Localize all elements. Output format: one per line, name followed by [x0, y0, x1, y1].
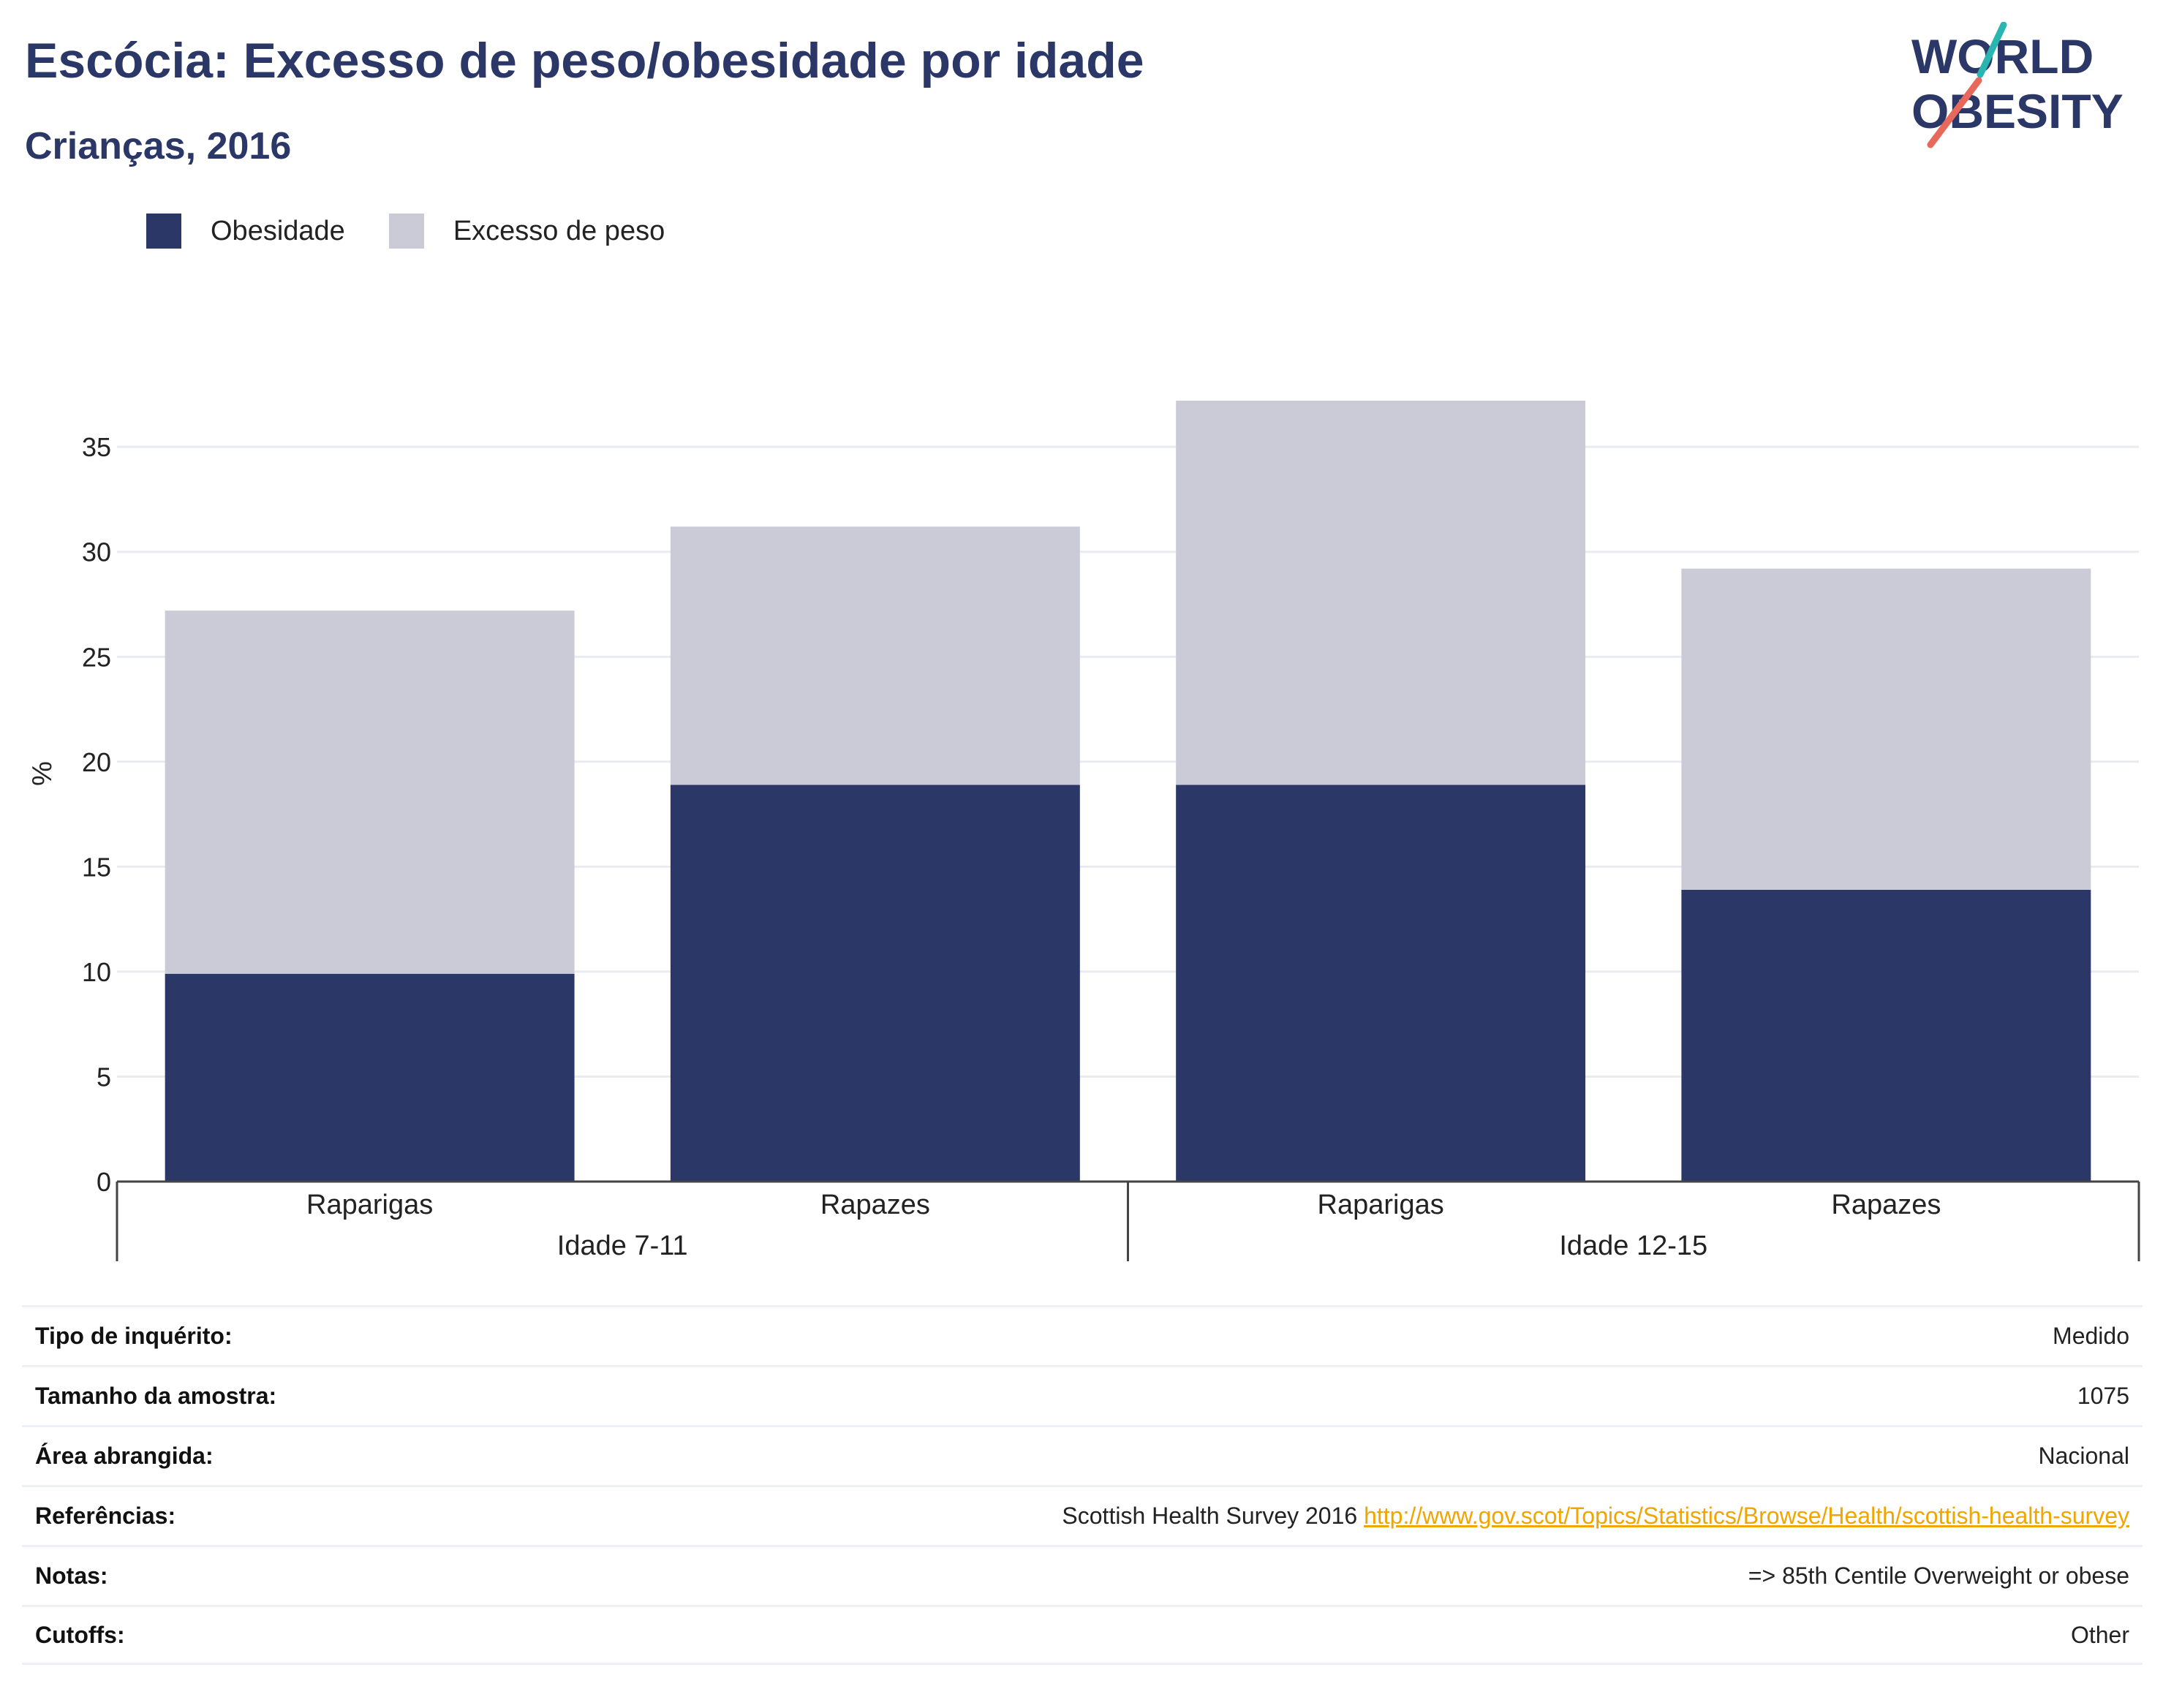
- bar-obesity: [670, 785, 1080, 1182]
- meta-row-notes: Notas: => 85th Centile Overweight or obe…: [22, 1545, 2143, 1605]
- meta-label: Referências:: [35, 1503, 176, 1529]
- x-category-label: Rapazes: [820, 1190, 930, 1220]
- y-tick-label: 15: [82, 852, 111, 882]
- legend-item-overweight: Excesso de peso: [388, 214, 665, 249]
- meta-label: Área abrangida:: [35, 1443, 214, 1469]
- bar-obesity: [1176, 785, 1586, 1182]
- y-tick-label: 5: [97, 1062, 111, 1092]
- meta-value: => 85th Centile Overweight or obese: [1748, 1562, 2129, 1589]
- meta-label: Tamanho da amostra:: [35, 1383, 277, 1409]
- y-tick-label: 0: [97, 1167, 111, 1197]
- world-obesity-logo: WORLD OBESITY: [1911, 22, 2124, 148]
- y-tick-label: 30: [82, 537, 111, 567]
- meta-label: Cutoffs:: [35, 1621, 125, 1648]
- x-category-label: Rapazes: [1831, 1190, 1941, 1220]
- legend-swatch-overweight: [388, 214, 424, 249]
- y-tick-label: 35: [82, 432, 111, 462]
- x-group-label: Idade 12-15: [1559, 1231, 1707, 1261]
- y-tick-label: 20: [82, 747, 111, 777]
- meta-label: Notas:: [35, 1562, 108, 1589]
- reference-text: Scottish Health Survey 2016: [1062, 1503, 1358, 1529]
- bar-overweight: [1681, 568, 2091, 890]
- chart-subtitle: Crianças, 2016: [25, 125, 292, 167]
- chart-title: Escócia: Excesso de peso/obesidade por i…: [25, 33, 1144, 88]
- meta-value: Nacional: [2038, 1443, 2129, 1469]
- reference-link[interactable]: http://www.gov.scot/Topics/Statistics/Br…: [1364, 1503, 2129, 1529]
- x-group-label: Idade 7-11: [557, 1231, 688, 1261]
- logo-line1: WORLD: [1911, 29, 2094, 83]
- bar-overweight: [165, 611, 575, 974]
- logo-slash-coral: [1927, 77, 1982, 148]
- meta-value: 1075: [2077, 1383, 2129, 1409]
- meta-row-survey-type: Tipo de inquérito: Medido: [22, 1305, 2143, 1365]
- logo-line2: OBESITY: [1911, 84, 2124, 138]
- legend-item-obesity: Obesidade: [146, 214, 345, 249]
- meta-row-area: Área abrangida: Nacional: [22, 1425, 2143, 1485]
- y-tick-label: 25: [82, 642, 111, 672]
- bar-overweight: [1176, 401, 1586, 785]
- bar-overweight: [670, 526, 1080, 785]
- meta-value: Medido: [2053, 1323, 2129, 1349]
- meta-row-sample-size: Tamanho da amostra: 1075: [22, 1365, 2143, 1425]
- y-tick-label: 10: [82, 957, 111, 987]
- meta-value: Other: [2070, 1621, 2129, 1648]
- meta-row-cutoffs: Cutoffs: Other: [22, 1605, 2143, 1665]
- legend-label-overweight: Excesso de peso: [453, 215, 665, 246]
- meta-value: Scottish Health Survey 2016 http://www.g…: [1062, 1503, 2129, 1530]
- bar-obesity: [165, 973, 575, 1182]
- logo-slash-teal: [1977, 22, 2007, 78]
- meta-row-references: Referências: Scottish Health Survey 2016…: [22, 1485, 2143, 1545]
- legend-label-obesity: Obesidade: [211, 215, 345, 246]
- survey-info-table: Tipo de inquérito: Medido Tamanho da amo…: [22, 1305, 2143, 1665]
- x-category-label: Raparigas: [1318, 1190, 1444, 1220]
- bar-obesity: [1681, 889, 2091, 1182]
- y-axis-label: %: [27, 761, 58, 786]
- legend: Obesidade Excesso de peso: [146, 214, 709, 249]
- meta-label: Tipo de inquérito:: [35, 1323, 233, 1349]
- x-category-label: Raparigas: [306, 1190, 433, 1220]
- stacked-bar-chart: 0 5 10 15 20 25 30 35% Raparigas Rapazes Raparigas…: [27, 401, 2140, 1261]
- legend-swatch-obesity: [146, 214, 181, 249]
